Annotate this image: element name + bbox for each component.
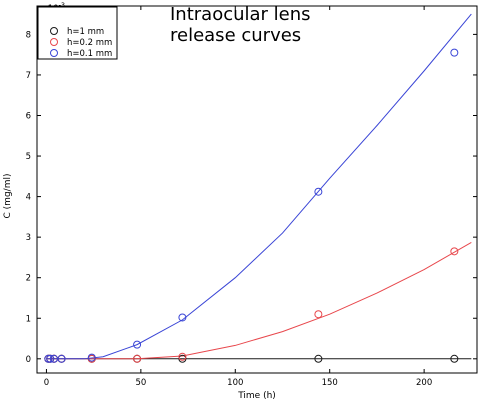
y-tick-label: 3 — [26, 233, 31, 243]
data-point-series-1 — [314, 310, 323, 319]
chart-title-line-2: release curves — [170, 25, 301, 46]
fit-curves — [46, 13, 472, 360]
chart-title-line-1: Intraocular lens — [170, 4, 311, 25]
data-points — [44, 48, 459, 363]
data-point-series-0 — [314, 354, 323, 363]
axis-ticks: 0 50 100 150 200 0 1 2 3 4 5 6 7 8 — [26, 6, 477, 388]
y-tick-label: 4 — [26, 193, 31, 203]
y-tick-label: 1 — [26, 314, 31, 324]
data-point-series-2 — [133, 340, 142, 349]
y-tick-label: 6 — [26, 111, 31, 121]
y-tick-label: 8 — [26, 30, 31, 40]
data-point-series-1 — [450, 247, 459, 256]
data-point-series-1 — [133, 354, 142, 363]
plot-area — [36, 5, 478, 374]
legend-marker-h02 — [50, 38, 58, 46]
data-point-series-2 — [87, 353, 96, 362]
fit-line-series-1 — [46, 241, 472, 360]
data-point-series-2 — [450, 48, 459, 57]
y-tick-label: 0 — [26, 355, 31, 365]
data-point-series-2 — [49, 354, 58, 363]
x-tick-label: 100 — [227, 378, 243, 388]
data-point-series-0 — [178, 354, 187, 363]
data-point-series-2 — [57, 354, 66, 363]
y-exponent-power: -3 — [59, 1, 65, 9]
x-tick-label: 0 — [44, 378, 49, 388]
legend-label-h1: h=1 mm — [67, 27, 104, 37]
legend: h=1 mm h=0.2 mm h=0.1 mm — [37, 6, 118, 60]
legend-label-h02: h=0.2 mm — [67, 38, 112, 48]
data-point-series-2 — [314, 187, 323, 196]
x-tick-label: 50 — [135, 378, 146, 388]
y-tick-label: 5 — [26, 152, 31, 162]
data-point-series-2 — [178, 313, 187, 322]
data-point-series-2 — [46, 354, 55, 363]
fit-line-series-2 — [46, 13, 472, 360]
legend-marker-h01 — [50, 49, 58, 57]
y-tick-label: 7 — [26, 71, 31, 81]
data-point-series-1 — [178, 352, 187, 361]
y-axis-label: C (mg/ml) — [3, 174, 13, 219]
x-tick-label: 150 — [322, 378, 338, 388]
data-point-series-0 — [450, 354, 459, 363]
x-tick-label: 200 — [416, 378, 432, 388]
y-tick-label: 2 — [26, 274, 31, 284]
x-axis-label: Time (h) — [237, 391, 276, 401]
legend-marker-h1 — [50, 27, 58, 35]
legend-label-h01: h=0.1 mm — [67, 49, 112, 59]
